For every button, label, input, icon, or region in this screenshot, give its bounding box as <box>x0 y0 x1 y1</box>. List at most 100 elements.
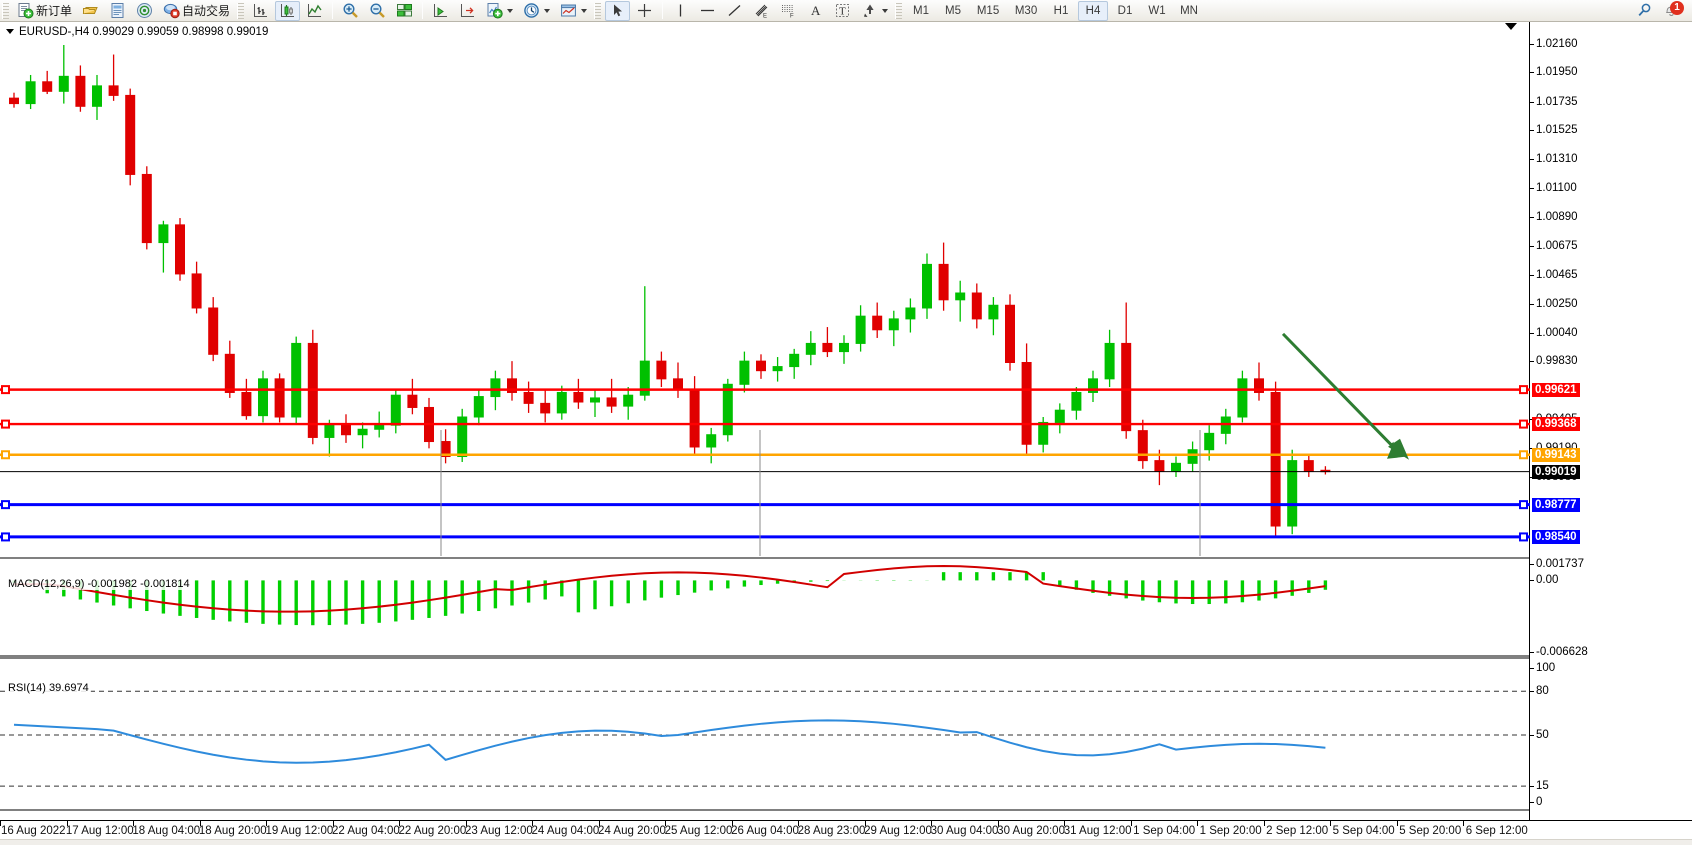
time-tick-mark <box>931 821 933 826</box>
chart-area[interactable]: EURUSD-,H4 0.99029 0.99059 0.98998 0.990… <box>0 22 1692 845</box>
new-order-icon <box>18 3 34 19</box>
time-tick-mark <box>266 821 268 826</box>
timeframe-w1-button[interactable]: W1 <box>1142 1 1172 21</box>
new-chart-button[interactable] <box>482 1 517 21</box>
data-window-button[interactable] <box>105 1 130 21</box>
search-button[interactable] <box>1632 1 1657 21</box>
auto-trading-icon <box>163 3 180 19</box>
toolbar-grip-3[interactable] <box>594 2 602 19</box>
time-tick-mark <box>1463 821 1465 826</box>
templates-dropdown-caret[interactable] <box>581 8 588 13</box>
tile-windows-button[interactable] <box>392 1 417 21</box>
toolbar-grip[interactable] <box>2 2 9 19</box>
text-tool-button[interactable]: A <box>803 1 828 21</box>
time-tick-label: 24 Aug 20:00 <box>598 825 666 837</box>
price-tick-label: 1.00465 <box>1530 268 1578 281</box>
timeframe-label: M5 <box>945 4 962 17</box>
notification-badge: 1 <box>1670 0 1684 15</box>
time-tick-label: 17 Aug 12:00 <box>65 825 134 837</box>
time-tick-label: 28 Aug 23:00 <box>797 825 866 837</box>
timeframe-label: H4 <box>1085 4 1101 17</box>
trendline-icon <box>728 5 741 16</box>
auto-scroll-button[interactable] <box>455 1 480 21</box>
market-watch-button[interactable] <box>78 1 103 21</box>
horizontal-line-icon <box>701 9 715 12</box>
rsi-label: RSI(14) 39.6974 <box>6 682 91 694</box>
toolbar-separator-1 <box>332 2 334 19</box>
auto-trading-button[interactable]: 自动交易 <box>159 1 234 21</box>
price-tag-target[interactable]: 0.98540 <box>1532 529 1580 544</box>
new-order-label: 新订单 <box>36 4 73 18</box>
price-tag-resistance[interactable]: 0.99621 <box>1532 382 1580 397</box>
price-tag-resistance[interactable]: 0.99368 <box>1532 417 1580 432</box>
horizontal-scrollbar[interactable] <box>0 839 1692 845</box>
bar-chart-button[interactable] <box>248 1 273 21</box>
price-plot[interactable]: EURUSD-,H4 0.99029 0.99059 0.98998 0.990… <box>0 22 1530 820</box>
rsi-axis-label: 50 <box>1530 729 1549 741</box>
shift-start-button[interactable] <box>428 1 453 21</box>
time-tick-label: 19 Aug 12:00 <box>265 825 334 837</box>
new-chart-icon <box>487 3 503 19</box>
template-icon <box>561 4 576 17</box>
svg-text:A: A <box>811 3 821 18</box>
time-tick-mark <box>1263 821 1265 826</box>
time-tick-label: 1 Sep 04:00 <box>1133 825 1196 837</box>
new-order-button[interactable]: 新订单 <box>13 1 76 21</box>
timeframe-m30-button[interactable]: M30 <box>1008 1 1044 21</box>
cursor-arrow-icon <box>614 4 623 17</box>
timeframe-d1-button[interactable]: D1 <box>1110 1 1140 21</box>
crosshair-tool-button[interactable] <box>632 1 657 21</box>
horizontal-line-tool-button[interactable] <box>695 1 720 21</box>
price-tick-label: 1.00040 <box>1530 326 1578 339</box>
timeframe-m5-button[interactable]: M5 <box>938 1 968 21</box>
candlestick-chart-button[interactable] <box>275 0 301 21</box>
time-tick-mark <box>332 821 334 826</box>
price-top-marker <box>1505 23 1517 30</box>
toolbar-grip-2[interactable] <box>237 2 245 19</box>
document-blue-icon <box>111 3 124 18</box>
cursor-tool-button[interactable] <box>605 0 631 21</box>
price-axis[interactable]: 1.02160 1.01950 1.01735 1.01525 1.01310 1.011… <box>1529 22 1692 820</box>
price-tick-label: 1.01310 <box>1530 153 1578 166</box>
timeframe-m1-button[interactable]: M1 <box>906 1 936 21</box>
time-tick-label: 18 Aug 20:00 <box>198 825 267 837</box>
arrows-dropdown-caret[interactable] <box>882 8 889 13</box>
timeframe-bar: M1 M5 M15 M30 H1 H4 D1 W1 MN <box>905 0 1205 21</box>
text-label-tool-button[interactable]: T <box>830 1 855 21</box>
line-chart-button[interactable] <box>302 1 327 21</box>
navigator-button[interactable] <box>132 1 157 21</box>
symbol-ohlc-text: EURUSD-,H4 0.99029 0.99059 0.98998 0.990… <box>19 26 269 38</box>
time-tick-mark <box>731 821 733 826</box>
time-tick-label: 5 Sep 20:00 <box>1399 825 1462 837</box>
time-tick-label: 2 Sep 12:00 <box>1266 825 1329 837</box>
templates-button[interactable] <box>556 1 591 21</box>
time-tick-label: 31 Aug 12:00 <box>1063 825 1132 837</box>
timeframe-label: H1 <box>1053 4 1069 17</box>
fibonacci-tool-button[interactable]: F <box>776 1 801 21</box>
new-chart-dropdown-caret[interactable] <box>507 8 514 13</box>
timeframe-h4-button[interactable]: H4 <box>1078 0 1109 21</box>
time-tick-label: 25 Aug 12:00 <box>664 825 733 837</box>
period-button[interactable] <box>519 1 554 21</box>
price-tag-target[interactable]: 0.98777 <box>1532 497 1580 512</box>
equidistant-channel-button[interactable]: E <box>749 1 774 21</box>
arrows-tool-button[interactable] <box>857 1 892 21</box>
chart-collapse-caret[interactable] <box>6 29 14 35</box>
zoom-out-button[interactable] <box>365 1 390 21</box>
period-dropdown-caret[interactable] <box>544 8 551 13</box>
timeframe-mn-button[interactable]: MN <box>1174 1 1204 21</box>
toolbar-grip-4[interactable] <box>895 2 903 19</box>
time-tick-label: 22 Aug 04:00 <box>331 825 400 837</box>
price-tag-current-price[interactable]: 0.99019 <box>1532 464 1580 479</box>
notifications-button[interactable]: 1 <box>1659 0 1684 21</box>
time-tick-label: 26 Aug 04:00 <box>731 825 799 837</box>
timeframe-h1-button[interactable]: H1 <box>1046 1 1076 21</box>
channel-icon: E <box>755 4 768 19</box>
timeframe-m15-button[interactable]: M15 <box>970 1 1006 21</box>
zoom-in-icon <box>343 3 358 18</box>
price-tag-support[interactable]: 0.99143 <box>1532 447 1580 462</box>
time-tick-mark <box>1130 821 1132 826</box>
trendline-tool-button[interactable] <box>722 1 747 21</box>
vertical-line-tool-button[interactable] <box>668 1 693 21</box>
zoom-in-button[interactable] <box>338 1 363 21</box>
